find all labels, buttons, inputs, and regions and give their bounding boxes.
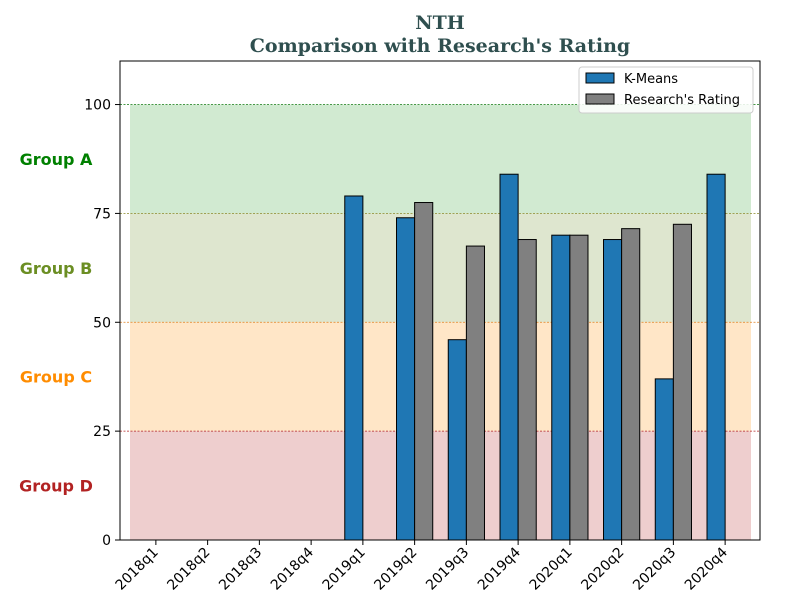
x-tick-label: 2019q2 — [371, 545, 420, 594]
bar-kmeans-2020q2 — [603, 239, 623, 541]
group-label-group-a: Group A — [20, 150, 93, 169]
bars — [344, 173, 726, 541]
group-label-group-d: Group D — [19, 477, 93, 496]
x-tick-label: 2020q4 — [682, 544, 731, 593]
y-tick-label: 25 — [93, 424, 111, 440]
band-group-c — [130, 322, 751, 432]
x-tick-label: 2020q1 — [527, 545, 576, 594]
x-tick-label: 2019q4 — [475, 544, 524, 593]
bar-kmeans-2019q4 — [499, 173, 519, 541]
bar-research-2019q3 — [465, 245, 485, 541]
band-group-a — [130, 104, 751, 214]
bar-research-2020q2 — [621, 228, 641, 541]
legend-box — [578, 66, 754, 114]
bar-kmeans-2020q4 — [706, 173, 726, 541]
y-tick-label: 75 — [93, 206, 111, 222]
group-label-group-b: Group B — [20, 259, 93, 278]
band-group-b — [130, 213, 751, 323]
legend-swatch-kmeans — [585, 72, 615, 84]
x-tick-label: 2018q2 — [164, 545, 213, 594]
chart-subtitle: Comparison with Research's Rating — [250, 35, 630, 57]
chart-title: NTH — [415, 12, 465, 34]
x-tick-label: 2018q3 — [216, 545, 265, 594]
bar-kmeans-2020q3 — [654, 378, 674, 541]
x-tick-label: 2018q4 — [268, 544, 317, 593]
group-labels: Group A Group B Group C Group D — [19, 150, 93, 496]
y-tick-label: 0 — [102, 533, 111, 549]
legend-label-research: Research's Rating — [624, 93, 740, 108]
bar-research-2019q2 — [414, 202, 434, 541]
bar-research-2020q3 — [672, 223, 692, 541]
bar-kmeans-2019q1 — [344, 195, 364, 541]
x-axis: 2018q1 2018q2 2018q3 2018q4 2019q1 2019q2 2019… — [113, 540, 731, 594]
bar-kmeans-2020q1 — [551, 234, 571, 541]
y-axis: 0 25 50 75 100 — [84, 98, 120, 549]
y-tick-label: 50 — [93, 315, 111, 331]
bar-research-2020q1 — [569, 234, 589, 541]
y-tick-label: 100 — [84, 98, 111, 114]
bar-kmeans-2019q3 — [447, 339, 467, 541]
band-group-d — [130, 431, 751, 540]
legend: K-Means Research's Rating — [578, 66, 754, 114]
x-tick-label: 2019q1 — [320, 545, 369, 594]
group-bands — [120, 104, 760, 540]
x-tick-label: 2020q2 — [578, 545, 627, 594]
legend-swatch-research — [585, 93, 615, 105]
legend-label-kmeans: K-Means — [624, 72, 678, 87]
plot-frame — [119, 60, 761, 541]
x-tick-label: 2018q1 — [113, 545, 162, 594]
x-tick-label: 2020q3 — [630, 545, 679, 594]
x-tick-label: 2019q3 — [423, 545, 472, 594]
bar-research-2019q4 — [517, 239, 537, 541]
group-label-group-c: Group C — [20, 368, 92, 387]
bar-kmeans-2019q2 — [396, 217, 416, 541]
